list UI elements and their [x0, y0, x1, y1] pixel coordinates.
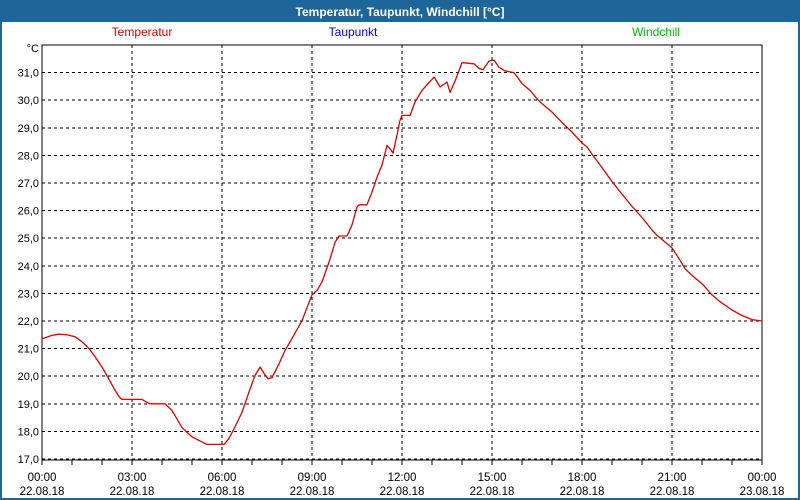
y-axis-label: 21,0	[18, 344, 39, 356]
y-axis-label: 30,0	[18, 95, 39, 107]
legend-item-windchill: Windchill	[631, 25, 681, 39]
x-axis-date-label: 22.08.18	[110, 486, 155, 498]
x-axis-time-label: 03:00	[118, 472, 147, 484]
title-bar: Temperatur, Taupunkt, Windchill [°C]	[2, 2, 798, 22]
x-axis-date-label: 22.08.18	[470, 486, 515, 498]
y-axis-label: 20,0	[18, 371, 39, 383]
y-axis-label: 29,0	[18, 123, 39, 135]
temperatur-line	[41, 59, 763, 446]
y-axis-label: 22,0	[18, 316, 39, 328]
y-axis-label: 27,0	[18, 178, 39, 190]
y-axis-label: 26,0	[18, 206, 39, 218]
x-axis-time-label: 00:00	[28, 472, 57, 484]
x-axis-time-label: 09:00	[298, 472, 327, 484]
x-axis-time-label: 15:00	[478, 472, 507, 484]
x-axis-date-label: 22.08.18	[650, 486, 695, 498]
x-axis-date-label: 22.08.18	[20, 486, 65, 498]
y-axis-unit-label: °C	[27, 43, 39, 55]
x-axis-date-label: 22.08.18	[380, 486, 425, 498]
y-axis-label: 25,0	[18, 233, 39, 245]
x-axis-date-label: 22.08.18	[290, 486, 335, 498]
x-axis-time-label: 06:00	[208, 472, 237, 484]
x-axis-date-label: 22.08.18	[200, 486, 245, 498]
y-axis-label: 24,0	[18, 261, 39, 273]
y-axis-label: 31,0	[18, 68, 39, 80]
x-axis-date-label: 23.08.18	[740, 486, 785, 498]
x-axis-time-label: 12:00	[388, 472, 417, 484]
x-axis-time-label: 00:00	[748, 472, 777, 484]
x-axis-time-label: 21:00	[658, 472, 687, 484]
y-axis-label: 28,0	[18, 150, 39, 162]
legend-item-taupunkt: Taupunkt	[328, 25, 378, 39]
legend-item-temperatur: Temperatur	[111, 25, 173, 39]
y-axis-label: 23,0	[18, 288, 39, 300]
x-axis-time-label: 18:00	[568, 472, 597, 484]
y-axis-label: 19,0	[18, 399, 39, 411]
chart-title: Temperatur, Taupunkt, Windchill [°C]	[295, 5, 505, 19]
y-axis-label: 18,0	[18, 426, 39, 438]
y-axis-label: 17,0	[18, 454, 39, 466]
x-axis-date-label: 22.08.18	[560, 486, 605, 498]
